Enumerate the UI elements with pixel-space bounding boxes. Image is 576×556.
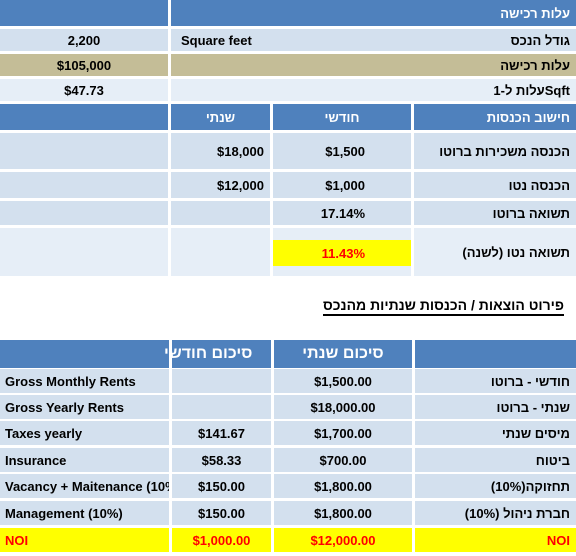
summary-row-monthly: $150.00 [172, 474, 271, 498]
summary-row-monthly [172, 395, 271, 419]
noi-en: NOI [0, 528, 169, 552]
noi-yearly: $12,000.00 [274, 528, 412, 552]
summary-row-yearly: $1,500.00 [274, 369, 412, 393]
noi-monthly: $1,000.00 [172, 528, 271, 552]
gross-income-yearly: $18,000 [171, 133, 270, 169]
summary-row-en: Insurance [0, 448, 169, 472]
summary-row-monthly: $141.67 [172, 421, 271, 445]
header-blank-cell [0, 0, 168, 26]
purchase-cost-label: עלות רכישה [171, 54, 576, 76]
gross-return-blank-2 [171, 201, 270, 225]
summary-row-yearly: $1,800.00 [274, 501, 412, 525]
gross-return-label: תשואה ברוטו [414, 201, 576, 225]
net-income-yearly: $12,000 [171, 172, 270, 198]
summary-row-he: חברת ניהול (10%) [415, 501, 576, 525]
net-return-label: תשואה נטו (לשנה) [414, 228, 576, 276]
income-header-monthly: חודשי [273, 104, 411, 130]
summary-row-he: ביטוח [415, 448, 576, 472]
net-income-label: הכנסה נטו [414, 172, 576, 198]
section-title-row: פירוט הוצאות / הכנסות שנתיות מהנכס [0, 292, 576, 318]
income-header-label: חישוב הכנסות [414, 104, 576, 130]
income-header-blank [0, 104, 168, 130]
summary-row-yearly: $18,000.00 [274, 395, 412, 419]
summary-row-en: Gross Monthly Rents [0, 369, 169, 393]
cost-per-sqft-label: עלות ל-1Sqft [171, 79, 576, 101]
summary-header-blank [0, 340, 169, 368]
summary-row-he: תחזוקה(10%) [415, 474, 576, 498]
summary-row-en: Taxes yearly [0, 421, 169, 445]
purchase-title: עלות רכישה [171, 0, 576, 26]
net-return-blank [0, 228, 168, 276]
section-title: פירוט הוצאות / הכנסות שנתיות מהנכס [323, 296, 564, 316]
summary-row-yearly: $1,800.00 [274, 474, 412, 498]
summary-header-yearly: סיכום שנתי [274, 340, 412, 368]
summary-row-en: Management (10%) [0, 501, 169, 525]
income-header-yearly: שנתי [171, 104, 270, 130]
summary-row-monthly: $58.33 [172, 448, 271, 472]
property-size-value: 2,200 [0, 29, 168, 51]
summary-row-en: Vacancy + Maitenance (10%) [0, 474, 169, 498]
net-income-monthly: $1,000 [273, 172, 411, 198]
net-return-cell: 11.43% [273, 228, 411, 276]
summary-row-he: חודשי - ברוטו [415, 369, 576, 393]
property-size-unit: Square feet [181, 32, 252, 48]
gross-income-label: הכנסה משכירות ברוטו [414, 133, 576, 169]
property-size-label: גודל הנכס [510, 32, 570, 48]
summary-row-monthly: $150.00 [172, 501, 271, 525]
gross-income-blank [0, 133, 168, 169]
gross-return-value: 17.14% [273, 201, 411, 225]
summary-row-yearly: $700.00 [274, 448, 412, 472]
purchase-cost-value: $105,000 [0, 54, 168, 76]
net-return-blank-2 [171, 228, 270, 276]
summary-row-yearly: $1,700.00 [274, 421, 412, 445]
summary-row-en: Gross Yearly Rents [0, 395, 169, 419]
net-income-blank [0, 172, 168, 198]
net-return-value: 11.43% [273, 240, 411, 266]
cost-per-sqft-value: $47.73 [0, 79, 168, 101]
gross-income-monthly: $1,500 [273, 133, 411, 169]
summary-header-monthly: סיכום חודשי [164, 340, 271, 368]
summary-row-he: שנתי - ברוטו [415, 395, 576, 419]
noi-he: NOI [415, 528, 576, 552]
summary-row-he: מיסים שנתי [415, 421, 576, 445]
gross-return-blank [0, 201, 168, 225]
property-size-row: Square feet גודל הנכס [171, 29, 576, 51]
summary-row-monthly [172, 369, 271, 393]
summary-header-label-blank [415, 340, 576, 368]
